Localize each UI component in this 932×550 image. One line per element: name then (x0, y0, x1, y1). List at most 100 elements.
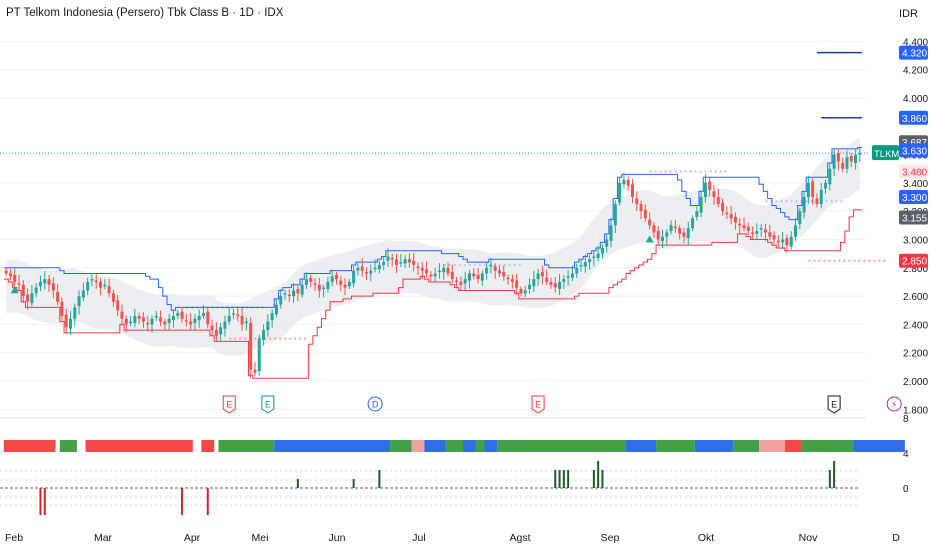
candle-body (497, 270, 501, 274)
currency-label[interactable]: IDR (899, 8, 918, 20)
candle (553, 277, 557, 293)
time-axis[interactable]: Feb Mar Apr Mei Jun Jul Agst Sep Okt Nov D (5, 532, 900, 544)
candle (334, 271, 338, 285)
state-bar-segment (475, 440, 485, 452)
candle-body (613, 204, 617, 226)
candle-body (219, 327, 223, 335)
candle (279, 288, 283, 309)
event-markers[interactable]: E E D E E ⚡ (222, 395, 902, 414)
price-label-box (899, 253, 928, 268)
lower-channel-line (4, 209, 862, 379)
candle (489, 258, 493, 274)
candle (403, 255, 407, 268)
event-marker: E (531, 395, 545, 414)
candle (26, 288, 30, 310)
candle (81, 282, 85, 302)
candle-body (781, 239, 785, 243)
candle-body (206, 311, 210, 325)
candle (244, 317, 248, 331)
candle (712, 184, 716, 205)
candle-body (433, 273, 437, 277)
candle-body (86, 281, 90, 291)
candle (111, 289, 115, 307)
candle-body (630, 184, 634, 198)
signal-triangle (645, 235, 654, 243)
indicator-tick-label: 0 (903, 484, 909, 495)
candle (270, 309, 274, 328)
candle (802, 191, 806, 219)
price-label-text: 3.300 (902, 193, 927, 204)
candle (497, 265, 501, 277)
candle-body (828, 168, 832, 185)
candle (849, 153, 853, 168)
candle (296, 285, 300, 302)
candle (798, 207, 802, 229)
candle (828, 163, 832, 191)
candle-body (729, 214, 733, 219)
candle (841, 158, 845, 173)
candle-body (68, 318, 72, 329)
price-axis[interactable]: 4.4004.2004.0003.6003.4003.2003.0002.800… (903, 37, 928, 416)
candle-body (270, 313, 274, 321)
candle-body (733, 216, 737, 223)
candle (313, 278, 317, 292)
candle (510, 274, 514, 289)
candle (648, 212, 652, 230)
candle (635, 191, 639, 212)
price-label: 3.480 (899, 164, 928, 179)
candle (322, 284, 326, 298)
indicator-tick-label: 4 (903, 449, 909, 460)
candle (789, 231, 793, 250)
candle (274, 299, 278, 318)
candle-body (34, 287, 38, 294)
candle-body (776, 240, 780, 243)
candle (365, 267, 369, 281)
candle-body (553, 283, 557, 288)
event-marker: E (222, 395, 236, 414)
candle-body (94, 280, 98, 282)
candle (133, 308, 137, 328)
candle (163, 318, 167, 330)
price-tick-label: 4.000 (903, 94, 928, 105)
candle (232, 308, 236, 319)
candle (68, 310, 72, 336)
candle (502, 265, 506, 281)
candle (124, 315, 128, 333)
candle-body (360, 266, 364, 271)
price-label: 3.300 (899, 190, 928, 205)
indicator-pane: 8 4 0 (0, 414, 909, 515)
candle (656, 225, 660, 246)
candle-body (214, 330, 218, 336)
candle-body (648, 219, 652, 226)
candle (407, 253, 411, 268)
candle-body (725, 212, 729, 215)
state-bar-segment (390, 440, 412, 452)
candle-body (317, 284, 321, 291)
state-bar-segment (463, 440, 476, 452)
candle-body (60, 301, 64, 316)
candle (38, 275, 42, 292)
event-marker-label: E (265, 400, 271, 410)
candle-body (395, 259, 399, 265)
candle (193, 314, 197, 330)
candle-body (523, 290, 527, 294)
candle-body (824, 182, 828, 189)
candle-body (377, 264, 381, 270)
candle-body (678, 228, 682, 234)
candle-body (656, 230, 660, 240)
candle (116, 294, 120, 317)
candle (99, 278, 103, 296)
horizontal-lines[interactable] (0, 51, 870, 154)
candle (43, 271, 47, 290)
candle-body (751, 232, 755, 234)
candle-body (210, 325, 214, 331)
candle-body (600, 247, 604, 254)
candle (493, 263, 497, 279)
event-marker-label: E (226, 400, 232, 410)
candle-body (201, 313, 205, 316)
candle-body (558, 281, 562, 290)
candle (236, 308, 240, 322)
candle-body (806, 182, 810, 198)
time-axis-label: D (892, 532, 900, 544)
